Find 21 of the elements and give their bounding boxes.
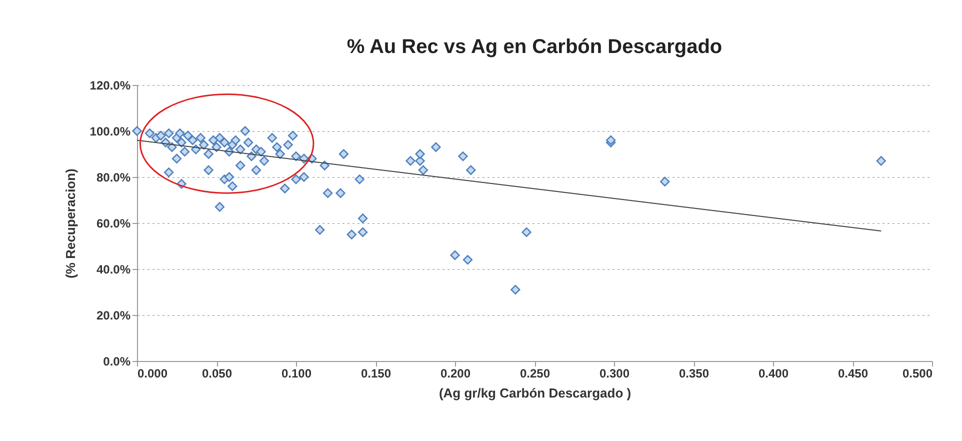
y-tick-label: 80.0% (96, 170, 131, 184)
chart-title: % Au Rec vs Ag en Carbón Descargado (346, 36, 722, 58)
x-tick-label: 0.050 (202, 366, 232, 380)
x-tick-label: 0.000 (138, 366, 168, 380)
x-tick-label: 0.350 (678, 366, 710, 380)
x-tick-label: 0.300 (599, 366, 630, 380)
x-tick-label: 0.250 (520, 366, 550, 380)
y-tick-label: 120.0% (90, 78, 131, 92)
x-tick-label: 0.400 (758, 366, 789, 380)
y-tick-label: 60.0% (96, 216, 131, 230)
y-tick-label: 20.0% (96, 308, 131, 322)
y-tick-label: 100.0% (90, 124, 131, 138)
x-tick-label: 0.500 (902, 366, 933, 380)
y-tick-label: 40.0% (96, 262, 131, 276)
x-tick-label: 0.450 (838, 366, 868, 380)
x-tick-label: 0.150 (360, 366, 392, 380)
y-tick-label: 0.0% (103, 354, 131, 368)
y-axis-title: (% Recuperacion) (62, 168, 78, 278)
x-tick-label: 0.200 (440, 366, 471, 380)
x-tick-label: 0.100 (281, 366, 312, 380)
x-axis-title: (Ag gr/kg Carbón Descargado ) (438, 386, 632, 400)
